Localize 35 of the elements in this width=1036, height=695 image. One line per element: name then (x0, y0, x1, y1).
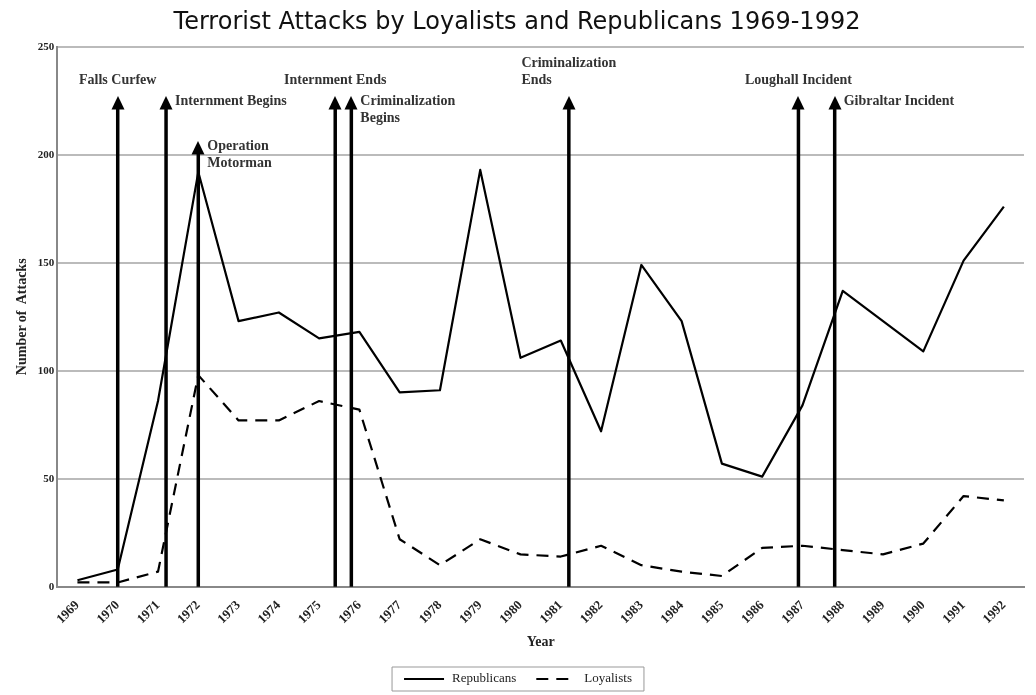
x-tick-label: 1972 (173, 597, 203, 627)
x-tick-label: 1980 (496, 597, 526, 627)
ref-line-label: Internment Begins (175, 93, 288, 109)
x-tick-label: 1988 (818, 596, 848, 627)
y-tick-label: 50 (43, 471, 55, 484)
ref-line-label: Loughall Incident (744, 72, 853, 88)
x-tick-label: 1970 (93, 597, 123, 627)
x-tick-label: 1973 (214, 596, 244, 627)
ref-line-label: Operation Motorman (207, 138, 273, 171)
x-tick-label: 1971 (133, 597, 163, 627)
legend-label: Republicans (452, 670, 517, 686)
x-tick-label: 1983 (616, 596, 647, 627)
x-tick-label: 1990 (898, 597, 928, 627)
x-tick-label: 1991 (939, 597, 969, 627)
chart-title: Terrorist Attacks by Loyalists and Republicans 1969-1992 (172, 6, 861, 35)
x-tick-label: 1982 (576, 597, 606, 627)
ref-line-label: Criminalization Ends (521, 55, 617, 88)
legend-label: Loyalists (584, 670, 632, 686)
y-tick-label: 0 (48, 579, 55, 592)
y-tick-label: 150 (37, 255, 55, 268)
y-tick-label: 250 (37, 39, 55, 52)
y-axis-title: Number of Attacks (14, 257, 30, 376)
x-tick-label: 1979 (455, 596, 486, 627)
y-tick-label: 100 (37, 363, 55, 376)
x-tick-label: 1969 (52, 596, 83, 627)
ref-line-label: Gibraltar Incident (843, 93, 955, 109)
y-tick-label: 200 (37, 147, 55, 160)
ref-line-label: Falls Curfew (79, 72, 158, 88)
x-tick-label: 1981 (536, 597, 566, 627)
ref-line-label: Criminalization Begins (360, 93, 456, 126)
x-tick-label: 1992 (979, 597, 1009, 627)
x-tick-label: 1978 (415, 596, 445, 627)
x-axis-title: Year (526, 634, 555, 650)
x-tick-label: 1989 (858, 596, 888, 627)
ref-line-label: Internment Ends (284, 72, 387, 88)
